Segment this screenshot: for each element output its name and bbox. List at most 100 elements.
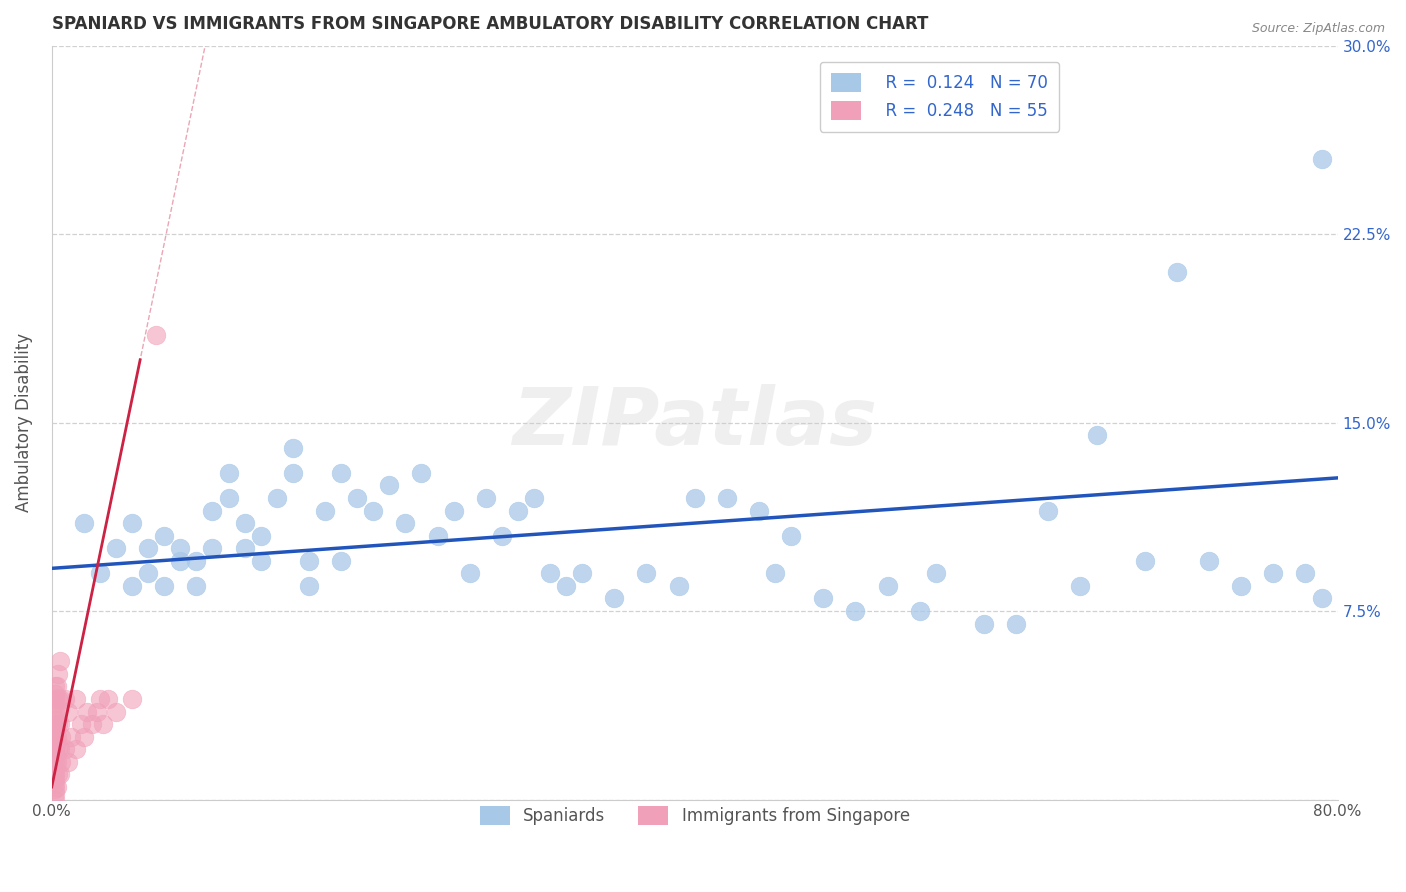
Point [748,503,770,517]
Text: SPANIARD VS IMMIGRANTS FROM SINGAPORE AMBULATORY DISABILITY CORRELATION CHART: SPANIARD VS IMMIGRANTS FROM SINGAPORE AM… [52,15,928,33]
Point [249,529,271,543]
Point [443,503,465,517]
Point [973,616,995,631]
Point [105,541,128,556]
Point [169,554,191,568]
Point [44,717,66,731]
Point [458,566,481,581]
Point [44,788,66,802]
Point [763,566,786,581]
Point [44,737,66,751]
Point [361,503,384,517]
Point [281,441,304,455]
Point [97,692,120,706]
Point [555,579,578,593]
Point [49,654,72,668]
Point [44,763,66,777]
Point [65,692,87,706]
Point [346,491,368,505]
Point [314,503,336,517]
Point [1263,566,1285,581]
Point [45,755,67,769]
Point [153,529,176,543]
Point [51,730,73,744]
Point [91,717,114,731]
Point [46,767,69,781]
Point [80,717,103,731]
Point [636,566,658,581]
Point [426,529,449,543]
Point [571,566,593,581]
Point [44,792,66,806]
Text: ZIPatlas: ZIPatlas [512,384,877,461]
Point [44,782,66,797]
Point [298,579,321,593]
Point [683,491,706,505]
Point [136,566,159,581]
Point [121,516,143,530]
Point [1005,616,1028,631]
Point [876,579,898,593]
Point [394,516,416,530]
Point [218,466,240,480]
Point [145,327,167,342]
Point [73,730,96,744]
Point [1295,566,1317,581]
Point [201,541,224,556]
Point [44,777,66,791]
Point [1069,579,1091,593]
Legend: Spaniards, Immigrants from Singapore: Spaniards, Immigrants from Singapore [468,794,921,837]
Point [49,717,72,731]
Point [1085,428,1108,442]
Point [76,705,98,719]
Point [153,579,176,593]
Point [105,705,128,719]
Point [44,712,66,726]
Point [1198,554,1220,568]
Point [44,767,66,781]
Point [378,478,401,492]
Point [73,516,96,530]
Point [668,579,690,593]
Point [44,742,66,756]
Point [53,692,76,706]
Point [51,755,73,769]
Point [53,742,76,756]
Point [201,503,224,517]
Point [844,604,866,618]
Point [281,466,304,480]
Point [44,692,66,706]
Point [1038,503,1060,517]
Point [45,705,67,719]
Point [44,722,66,736]
Point [1310,591,1333,606]
Point [44,687,66,701]
Point [136,541,159,556]
Point [45,730,67,744]
Point [56,705,79,719]
Point [491,529,513,543]
Point [46,692,69,706]
Point [266,491,288,505]
Point [1230,579,1253,593]
Point [603,591,626,606]
Point [474,491,496,505]
Point [925,566,948,581]
Point [1310,152,1333,166]
Point [523,491,546,505]
Point [65,742,87,756]
Y-axis label: Ambulatory Disability: Ambulatory Disability [15,333,32,512]
Point [716,491,738,505]
Point [44,772,66,787]
Point [186,554,208,568]
Point [298,554,321,568]
Point [780,529,803,543]
Point [121,692,143,706]
Point [46,717,69,731]
Point [46,666,69,681]
Point [233,541,256,556]
Point [46,742,69,756]
Point [49,692,72,706]
Point [908,604,931,618]
Point [49,767,72,781]
